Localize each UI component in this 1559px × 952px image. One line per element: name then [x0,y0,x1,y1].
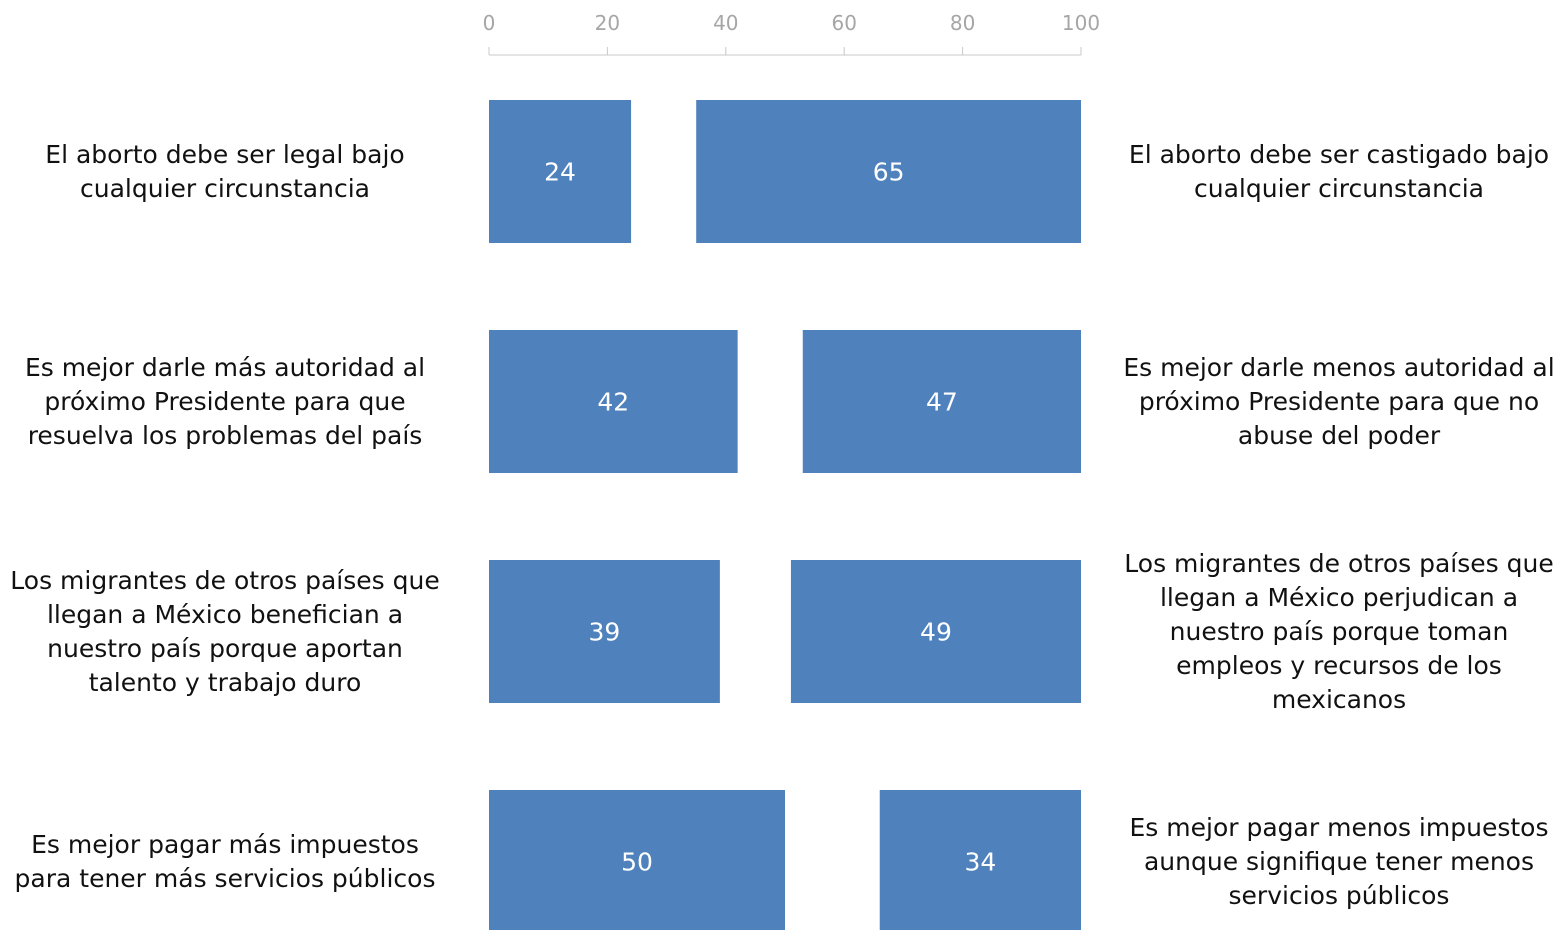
x-axis-tick-label: 0 [483,11,496,35]
bar-right [790,560,1081,703]
bar-right [879,790,1081,930]
data-label-left: 39 [589,618,621,647]
statement-right: El aborto debe ser castigado bajo cualqu… [1128,139,1550,203]
data-label-right: 34 [964,848,996,877]
data-label-left: 24 [544,158,576,187]
x-axis-tick-label: 40 [713,11,738,35]
data-label-right: 65 [873,158,905,187]
bar-left [489,100,632,243]
bar-left [489,790,785,930]
statement-right: Es mejor darle menos autoridad al próxim… [1123,352,1555,450]
x-axis-tick-label: 60 [831,11,856,35]
bar-right [802,330,1081,473]
data-label-left: 50 [621,848,653,877]
statement-left: El aborto debe ser legal bajo cualquier … [45,139,405,203]
value-labels-layer: 24 65 42 47 39 49 50 34 [544,158,996,877]
x-axis-tick-label: 80 [950,11,975,35]
bar-left [489,560,720,703]
data-label-right: 47 [926,388,958,417]
bar-left [489,330,738,473]
data-label-left: 42 [597,388,629,417]
statement-left: Es mejor darle más autoridad al próximo … [24,352,426,450]
statement-right: Los migrantes de otros países que llegan… [1124,548,1554,714]
x-axis-tick-label: 20 [595,11,620,35]
statement-left: Los migrantes de otros países que llegan… [10,565,440,697]
bars-layer [489,100,1081,930]
data-label-right: 49 [920,618,952,647]
statement-left: Es mejor pagar más impuestos para tener … [14,829,436,893]
statement-right: Es mejor pagar menos impuestos aunque si… [1129,812,1549,910]
x-axis: 0 20 40 60 80 100 [483,11,1100,56]
x-axis-tick-label: 100 [1062,11,1100,35]
paired-bar-chart: 0 20 40 60 80 100 24 65 42 47 39 49 50 34 [483,11,1100,930]
bar-right [696,100,1081,243]
